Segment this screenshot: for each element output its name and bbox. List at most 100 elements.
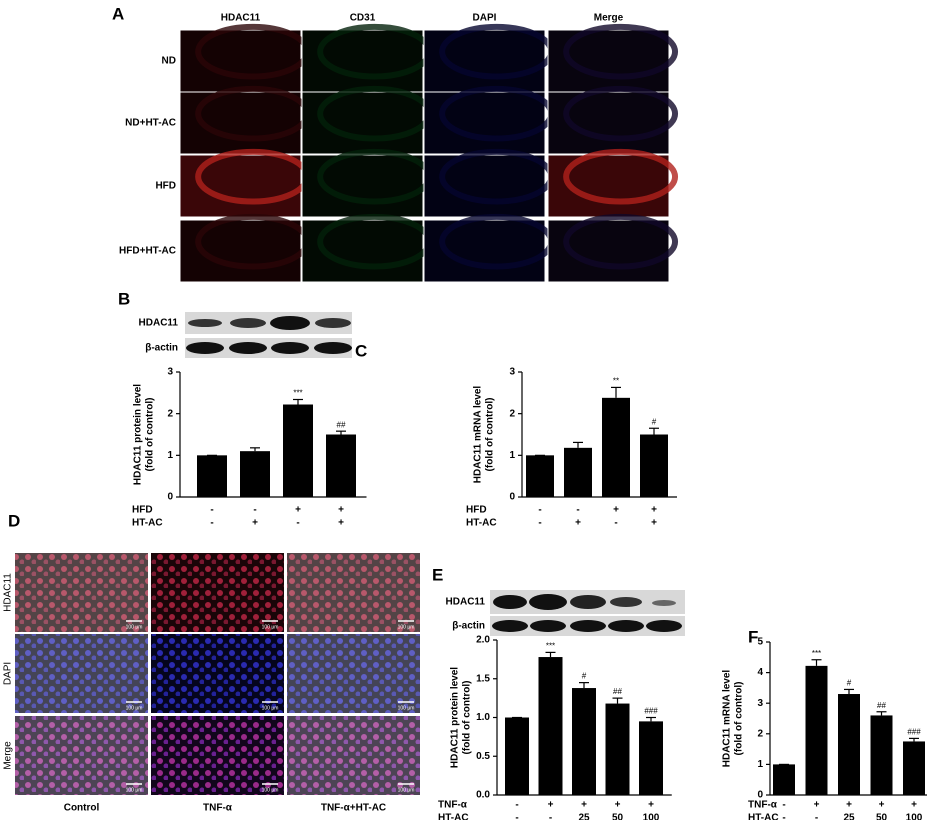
label: HDAC11 bbox=[3, 573, 14, 612]
label: 2 bbox=[167, 408, 173, 419]
micrograph-detail bbox=[563, 148, 679, 205]
label: HFD bbox=[155, 181, 176, 192]
bar bbox=[639, 721, 663, 795]
label: HDAC11 protein level bbox=[450, 667, 461, 768]
label: + bbox=[911, 800, 917, 811]
label: 0 bbox=[167, 492, 173, 503]
micrograph-detail bbox=[563, 23, 679, 80]
label: HT-AC bbox=[466, 518, 497, 529]
micrograph bbox=[287, 553, 420, 632]
label: ND+HT-AC bbox=[125, 118, 176, 129]
label: ND bbox=[162, 56, 176, 67]
label: 100 bbox=[906, 813, 923, 820]
label: - bbox=[210, 518, 213, 529]
label: - bbox=[515, 800, 518, 811]
label: HFD+HT-AC bbox=[119, 246, 176, 257]
label: - bbox=[614, 518, 617, 529]
label: + bbox=[338, 518, 344, 529]
bar bbox=[283, 404, 313, 497]
micrograph bbox=[15, 716, 148, 795]
label: 0 bbox=[509, 492, 515, 503]
bar bbox=[903, 741, 925, 795]
label: + bbox=[814, 800, 820, 811]
label: 1.0 bbox=[476, 712, 490, 723]
label: β-actin bbox=[452, 621, 485, 632]
label: DAPI bbox=[3, 662, 14, 685]
label: HFD bbox=[466, 505, 487, 516]
label: HDAC11 bbox=[139, 318, 179, 329]
label: *** bbox=[293, 389, 302, 398]
micrograph bbox=[151, 716, 284, 795]
bar bbox=[605, 703, 630, 795]
label: B bbox=[118, 289, 130, 308]
micrograph bbox=[15, 553, 148, 632]
label: 3 bbox=[509, 367, 515, 378]
scale-bar-label: 100 μm bbox=[126, 705, 143, 711]
label: 3 bbox=[167, 367, 173, 378]
label: 2 bbox=[757, 728, 763, 739]
label: Control bbox=[64, 803, 100, 814]
label: 1.5 bbox=[476, 673, 490, 684]
label: *** bbox=[812, 649, 821, 658]
bar bbox=[538, 657, 563, 795]
micrograph bbox=[151, 634, 284, 713]
label: - bbox=[782, 800, 785, 811]
micrograph bbox=[287, 634, 420, 713]
label: 1 bbox=[509, 450, 515, 461]
label: HT-AC bbox=[132, 518, 163, 529]
label: ## bbox=[337, 420, 346, 429]
label: HDAC11 protein level bbox=[133, 384, 144, 485]
label: # bbox=[652, 417, 657, 426]
bar bbox=[640, 434, 668, 497]
label: ## bbox=[877, 701, 886, 710]
label: Merge bbox=[3, 741, 14, 770]
label: D bbox=[8, 511, 20, 530]
western-blot bbox=[490, 590, 685, 636]
label: + bbox=[846, 800, 852, 811]
bar bbox=[838, 694, 860, 795]
label: CD31 bbox=[350, 13, 376, 24]
label: 4 bbox=[757, 667, 763, 678]
label: C bbox=[355, 341, 367, 360]
micrograph bbox=[15, 634, 148, 713]
label: TNF-α bbox=[748, 800, 778, 811]
label: - bbox=[253, 505, 256, 516]
scale-bar-label: 100 μm bbox=[262, 624, 279, 630]
label: HDAC11 mRNA level bbox=[473, 386, 484, 484]
scale-bar-label: 100 μm bbox=[262, 705, 279, 711]
label: E bbox=[432, 565, 443, 584]
label: 2.0 bbox=[476, 635, 490, 646]
label: + bbox=[879, 800, 885, 811]
label: - bbox=[210, 505, 213, 516]
label: - bbox=[538, 505, 541, 516]
label: 3 bbox=[757, 698, 763, 709]
scale-bar-label: 100 μm bbox=[262, 787, 279, 793]
label: HT-AC bbox=[748, 813, 779, 820]
label: + bbox=[613, 505, 619, 516]
micrograph-detail bbox=[563, 213, 679, 270]
label: ## bbox=[613, 687, 622, 696]
western-blot bbox=[185, 312, 352, 358]
label: - bbox=[538, 518, 541, 529]
label: *** bbox=[546, 642, 555, 651]
micrograph bbox=[287, 716, 420, 795]
label: 1 bbox=[757, 759, 763, 770]
label: HDAC11 bbox=[221, 13, 261, 24]
label: 2 bbox=[509, 408, 515, 419]
bar bbox=[572, 688, 596, 795]
label: ### bbox=[907, 727, 921, 736]
label: β-actin bbox=[145, 343, 178, 354]
scale-bar-label: 100 μm bbox=[398, 787, 415, 793]
label: - bbox=[515, 813, 518, 820]
label: + bbox=[651, 518, 657, 529]
bar bbox=[505, 717, 529, 795]
label: + bbox=[651, 505, 657, 516]
label: ** bbox=[613, 377, 619, 386]
label: (fold of control) bbox=[485, 398, 496, 472]
bar bbox=[564, 447, 592, 497]
label: TNF-α+HT-AC bbox=[321, 803, 386, 814]
micrograph bbox=[151, 553, 284, 632]
label: 0.5 bbox=[476, 751, 490, 762]
label: F bbox=[748, 627, 758, 646]
